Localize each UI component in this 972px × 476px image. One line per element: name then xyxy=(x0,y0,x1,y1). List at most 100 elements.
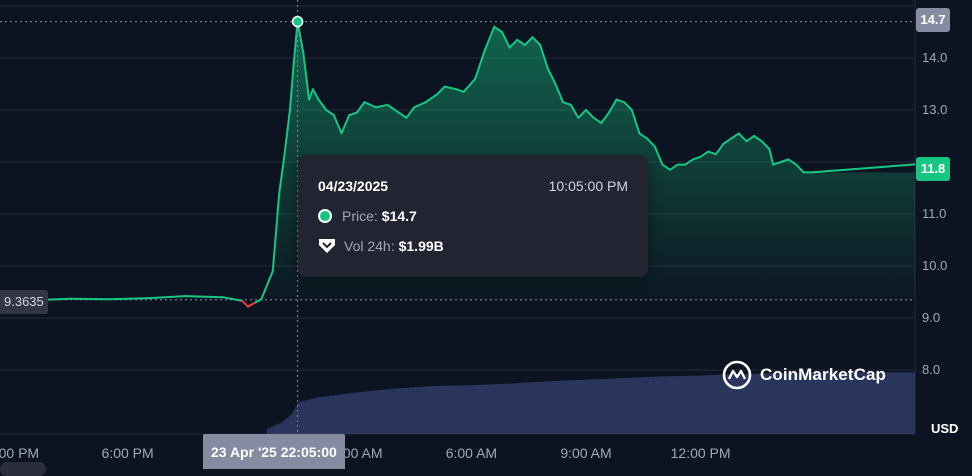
volume-bar xyxy=(593,379,595,434)
volume-bar xyxy=(309,399,311,434)
x-axis-ticks: 3:00 PM6:00 PMApr3:00 AM6:00 AM9:00 AM12… xyxy=(0,445,731,461)
volume-bar xyxy=(311,398,313,434)
tooltip-price-label: Price: xyxy=(342,208,378,224)
volume-bar xyxy=(843,372,845,434)
volume-bar xyxy=(339,394,341,434)
price-segment-up xyxy=(332,114,343,135)
price-segment-up xyxy=(462,77,477,93)
volume-bar xyxy=(285,418,287,434)
volume-bar xyxy=(477,384,479,434)
volume-bar xyxy=(565,380,567,434)
volume-bar xyxy=(293,410,295,434)
volume-bar xyxy=(707,375,709,434)
price-segment-up xyxy=(355,101,366,114)
volume-bar xyxy=(669,376,671,434)
volume-bar xyxy=(387,389,389,434)
volume-bar xyxy=(317,397,319,434)
volume-bar xyxy=(885,372,887,434)
price-segment-up xyxy=(107,297,148,301)
volume-bar xyxy=(551,381,553,434)
price-segment-up xyxy=(811,163,916,174)
volume-bar xyxy=(511,383,513,434)
volume-bar xyxy=(767,373,769,434)
volume-bar xyxy=(351,393,353,434)
volume-bar xyxy=(611,378,613,434)
tooltip-price-row: Price: $14.7 xyxy=(318,208,417,224)
volume-bar xyxy=(893,372,895,434)
price-segment-up xyxy=(397,111,408,119)
volume-bar xyxy=(425,386,427,434)
volume-bar xyxy=(653,376,655,434)
volume-bar xyxy=(401,388,403,434)
volume-bar xyxy=(779,373,781,434)
price-segment-up xyxy=(691,155,702,161)
volume-bar xyxy=(529,382,531,434)
volume-bar xyxy=(473,385,475,434)
volume-bar xyxy=(789,372,791,434)
volume-bar xyxy=(329,395,331,434)
y-tick-label: 10.0 xyxy=(922,258,947,273)
volume-bar xyxy=(507,383,509,434)
volume-bar xyxy=(513,383,515,434)
volume-bar xyxy=(493,384,495,434)
volume-bar xyxy=(749,373,751,434)
price-segment-up xyxy=(455,88,465,93)
volume-bar xyxy=(903,372,905,434)
volume-bar xyxy=(753,373,755,434)
volume-bar xyxy=(697,375,699,434)
volume-bar xyxy=(503,383,505,434)
currency-label: USD xyxy=(931,421,959,436)
volume-bar xyxy=(799,372,801,434)
tooltip-time: 10:05:00 PM xyxy=(548,178,628,194)
volume-bar xyxy=(487,384,489,434)
volume-bar xyxy=(609,378,611,434)
volume-bar xyxy=(631,377,633,434)
price-segment-up xyxy=(374,103,389,109)
volume-bar xyxy=(407,387,409,434)
volume-bar xyxy=(347,393,349,434)
tooltip-volume-label: Vol 24h: xyxy=(344,238,395,254)
price-segment-up xyxy=(745,135,756,143)
volume-bar xyxy=(671,376,673,434)
volume-bar xyxy=(675,376,677,434)
volume-bar xyxy=(297,403,299,434)
volume-bar xyxy=(523,382,525,434)
volume-bar xyxy=(343,394,345,434)
volume-bar xyxy=(871,372,873,434)
price-line xyxy=(44,20,916,308)
volume-bar xyxy=(859,372,861,434)
volume-bar xyxy=(465,385,467,434)
volume-bar xyxy=(839,372,841,434)
volume-bar xyxy=(657,376,659,434)
price-segment-up xyxy=(516,38,526,46)
price-segment-up xyxy=(474,49,486,80)
price-segment-up xyxy=(630,109,641,135)
x-tick-label: 9:00 AM xyxy=(560,445,611,461)
volume-bar xyxy=(819,372,821,434)
volume-bar xyxy=(321,396,323,434)
volume-bar xyxy=(303,400,305,434)
price-segment-up xyxy=(317,98,328,111)
volume-bar xyxy=(491,384,493,434)
volume-bar xyxy=(837,372,839,434)
volume-bar xyxy=(757,373,759,434)
volume-bar xyxy=(709,375,711,434)
volume-bar xyxy=(527,382,529,434)
volume-bar xyxy=(323,396,325,434)
price-segment-up xyxy=(787,158,798,166)
volume-bar xyxy=(659,376,661,434)
volume-bar xyxy=(745,373,747,434)
volume-bar xyxy=(909,372,911,434)
volume-bar xyxy=(881,372,883,434)
volume-bar xyxy=(541,381,543,434)
price-segment-up xyxy=(183,295,225,299)
volume-bar xyxy=(807,372,809,434)
volume-bar xyxy=(553,380,555,434)
volume-bar xyxy=(423,386,425,434)
volume-bar xyxy=(765,373,767,434)
volume-bar xyxy=(703,375,705,434)
price-segment-up xyxy=(592,116,603,124)
volume-bar xyxy=(687,375,689,434)
volume-bar xyxy=(729,374,731,434)
volume-bar xyxy=(561,380,563,434)
